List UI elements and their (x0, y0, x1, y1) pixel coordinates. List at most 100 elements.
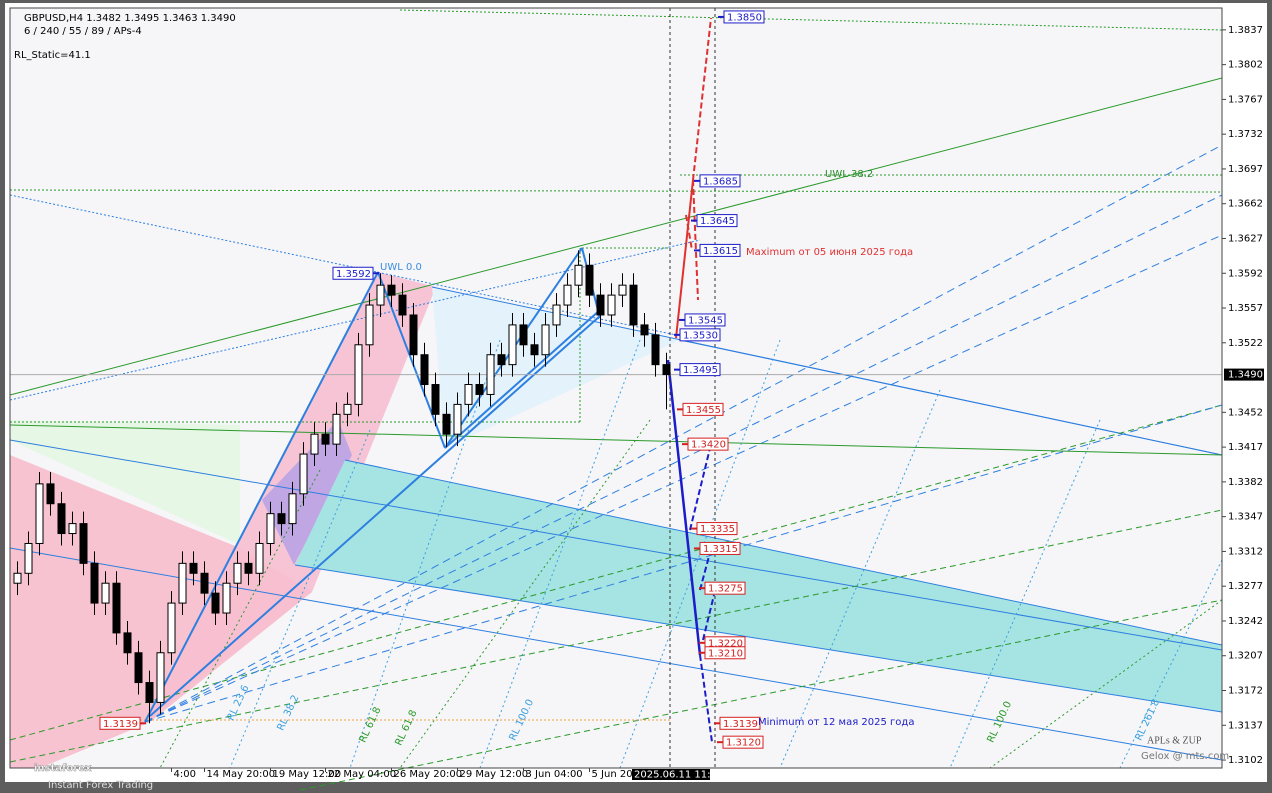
candle-body (453, 403, 462, 435)
drawing-line (692, 17, 712, 181)
price-tag-box (699, 174, 741, 188)
candle-body (409, 314, 418, 356)
overlays: RL 23.6 RL 38.2 RL 61.8 RL 61.8 RL 100.0 RL 1… (99, 10, 1264, 781)
candle-body (156, 652, 165, 703)
candle-body (662, 364, 671, 376)
candle-body (343, 403, 352, 415)
candle-body (475, 384, 484, 395)
price-tag-box (704, 646, 746, 660)
price-tag-label: 1.3615 (703, 246, 738, 257)
candle-body (651, 334, 660, 366)
candle-body (563, 284, 572, 306)
drawing-line (229, 429, 371, 769)
candle-body (200, 572, 209, 594)
candle-body (222, 582, 231, 614)
price-tag-label: 1.3335 (700, 524, 735, 535)
drawing-line (9, 509, 1223, 763)
drawing-line (479, 339, 641, 769)
y-tick-label: 1.3697 (1228, 164, 1263, 175)
candle-body (57, 503, 66, 535)
candle-body (112, 582, 121, 634)
drawing-line (9, 547, 1223, 761)
price-tag-box (679, 363, 721, 377)
candle-body (321, 433, 330, 445)
drawing-line (149, 315, 601, 717)
price-tag-box (696, 522, 738, 536)
x-tick-label: 26 May 20:00 (394, 769, 463, 780)
annotation: Minimum от 12 мая 2025 года (758, 717, 914, 728)
candle-body (299, 453, 308, 495)
y-tick-label: 1.3137 (1228, 720, 1263, 731)
price-tag-label: 1.3275 (708, 584, 743, 595)
drawing-line (299, 599, 1223, 791)
annotation: APLs & ZUP (1147, 735, 1202, 746)
candle-body (552, 304, 561, 326)
y-tick-label: 1.3172 (1228, 686, 1263, 697)
price-tag-box (684, 313, 726, 327)
candle-body (123, 632, 132, 654)
y-tick-label: 1.3242 (1228, 616, 1263, 627)
candle-body (629, 284, 638, 326)
drawing-line (399, 9, 1223, 31)
drawing-line (679, 339, 1223, 456)
y-tick-label: 1.3732 (1228, 129, 1263, 140)
x-tick-label: 29 May 12:00 (460, 769, 529, 780)
drawing-line (699, 654, 713, 743)
x-tick-label: 4:00 (174, 769, 196, 780)
candle-body (189, 562, 198, 574)
price-tag-box (696, 214, 738, 228)
drawing-line (9, 424, 1223, 456)
price-tag-label: 1.3139 (723, 719, 758, 730)
candle-body (376, 284, 385, 306)
plot-border (9, 7, 1223, 769)
current-price-box (1224, 368, 1264, 381)
candle-body (497, 354, 506, 366)
y-tick-label: 1.3767 (1228, 94, 1263, 105)
price-tag-label: 1.3530 (683, 330, 718, 341)
candle-body (90, 562, 99, 604)
candle-body (79, 523, 88, 564)
candle-body (365, 304, 374, 346)
candle-body (398, 294, 407, 316)
price-tag-label: 1.3120 (726, 738, 761, 749)
price-tag-label: 1.3645 (700, 216, 735, 227)
candle-body (167, 602, 176, 654)
candle-body (233, 562, 242, 584)
candles (13, 250, 671, 724)
price-tag-box (687, 437, 729, 451)
drawing-line (692, 179, 699, 301)
price-tag-label: 1.3592 (336, 269, 371, 280)
y-tick-label: 1.3312 (1228, 546, 1263, 557)
candle-body (68, 523, 77, 535)
price-tag-box (682, 402, 724, 416)
drawing-line (349, 339, 501, 769)
cursor-time-box (632, 769, 710, 780)
price-tag-label: 1.3850 (727, 12, 762, 23)
x-tick-label: 14 May 20:00 (207, 769, 276, 780)
y-tick-label: 1.3522 (1228, 338, 1263, 349)
drawing-line (702, 594, 715, 641)
drawing-line (9, 77, 1223, 396)
x-tick-label: 3 Jun 04:00 (526, 769, 583, 780)
drawing-line (399, 419, 651, 769)
price-tag-box (723, 10, 765, 24)
current-price-label: 1.3490 (1228, 370, 1263, 381)
drawing-line (344, 459, 1223, 646)
candle-body (101, 582, 110, 604)
candle-body (596, 294, 605, 316)
candle-body (442, 413, 451, 435)
candle-body (134, 652, 143, 684)
zone (10, 420, 240, 545)
x-tick-label: 22 May 04:00 (328, 769, 397, 780)
candle-body (387, 284, 396, 296)
price-tag-label: 1.3545 (688, 315, 723, 326)
price-tag-box (699, 541, 741, 555)
watermark: Instant Forex Trading (48, 780, 153, 791)
price-tag-box (332, 266, 374, 280)
y-tick-label: 1.3382 (1228, 477, 1263, 488)
y-tick-label: 1.3662 (1228, 199, 1263, 210)
y-tick-label: 1.3802 (1228, 60, 1263, 71)
candle-body (618, 284, 627, 296)
price-tag-label: 1.3139 (103, 719, 138, 730)
watermark: instaforex (34, 763, 92, 774)
